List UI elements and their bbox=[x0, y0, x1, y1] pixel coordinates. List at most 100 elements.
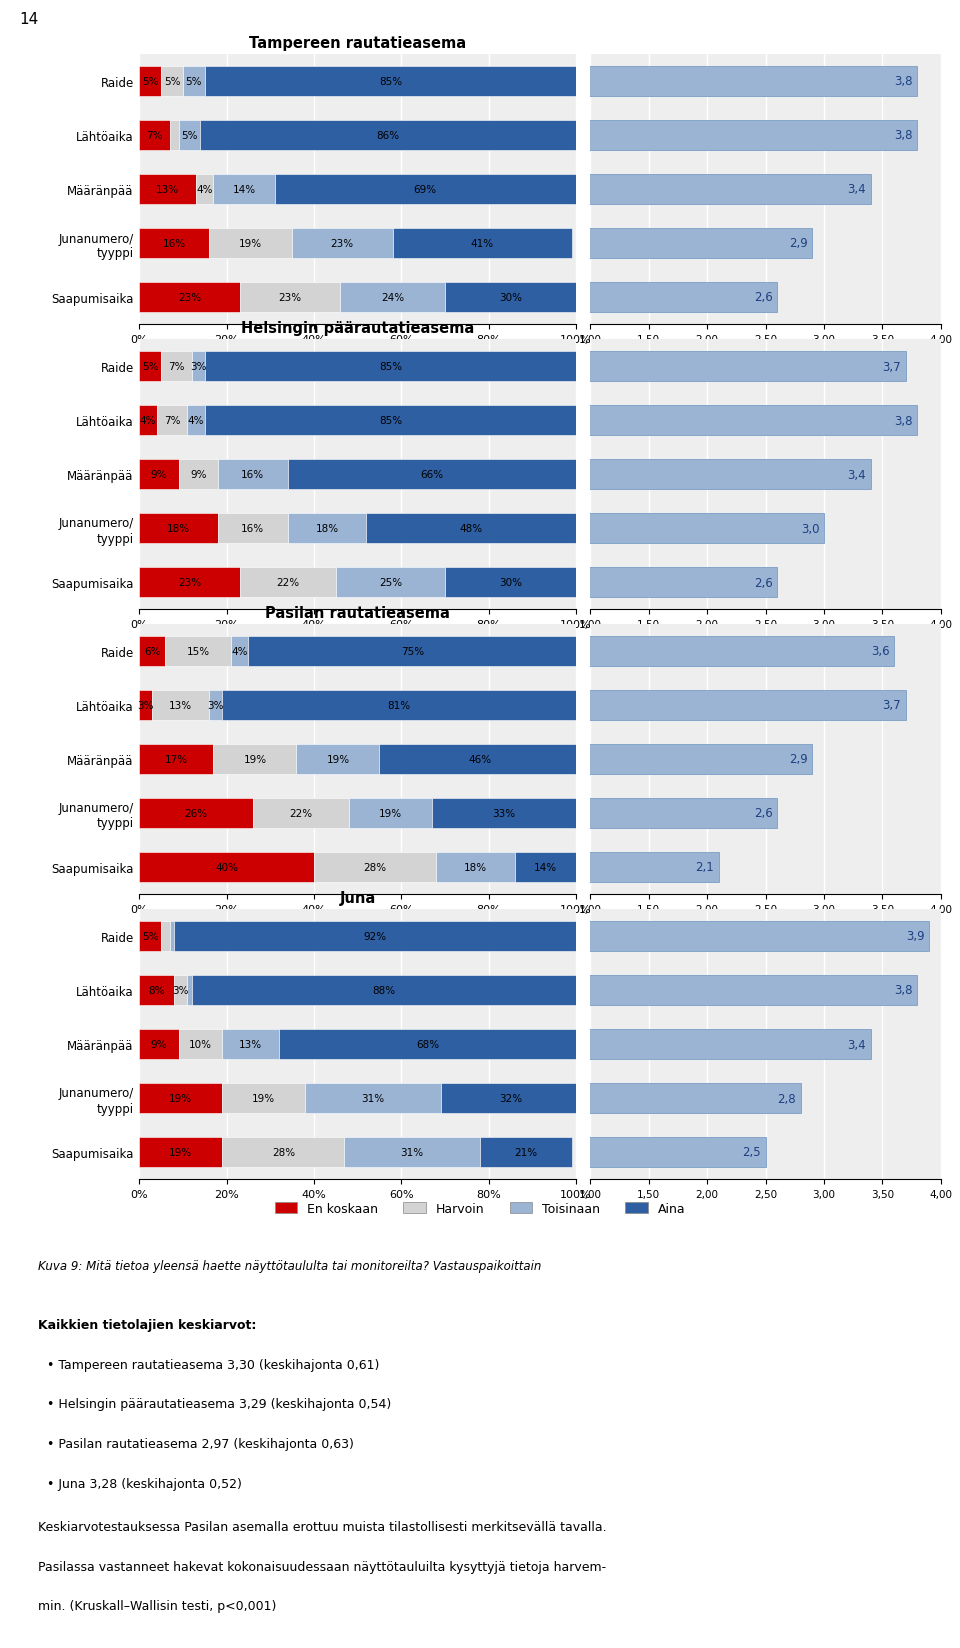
Bar bbox=[153, 691, 209, 720]
Bar bbox=[473, 460, 871, 489]
Text: 3,0: 3,0 bbox=[801, 522, 819, 536]
Text: 3%: 3% bbox=[207, 700, 224, 710]
Bar bbox=[473, 514, 824, 544]
Text: 2,6: 2,6 bbox=[754, 808, 773, 821]
Bar bbox=[139, 745, 213, 775]
Bar bbox=[139, 514, 218, 544]
Bar bbox=[379, 745, 581, 775]
Text: 5%: 5% bbox=[185, 77, 202, 87]
Bar bbox=[139, 175, 196, 204]
Text: 66%: 66% bbox=[420, 470, 444, 480]
Text: 23%: 23% bbox=[278, 293, 301, 303]
Text: 14%: 14% bbox=[534, 862, 557, 872]
Bar bbox=[473, 229, 812, 259]
Bar bbox=[174, 976, 187, 1005]
Bar bbox=[139, 405, 156, 435]
Bar bbox=[204, 405, 576, 435]
Bar bbox=[249, 636, 576, 666]
Bar bbox=[473, 921, 929, 951]
Bar bbox=[204, 68, 576, 97]
Bar bbox=[139, 283, 240, 313]
Bar bbox=[515, 852, 576, 882]
Bar bbox=[445, 283, 576, 313]
Bar bbox=[473, 691, 906, 720]
Bar bbox=[473, 976, 918, 1005]
Text: 7%: 7% bbox=[168, 363, 184, 372]
Text: 3,7: 3,7 bbox=[882, 699, 901, 712]
Text: 9%: 9% bbox=[151, 1040, 167, 1050]
Bar bbox=[441, 1083, 581, 1112]
Text: 81%: 81% bbox=[388, 700, 411, 710]
Bar bbox=[222, 1137, 345, 1167]
Text: 31%: 31% bbox=[400, 1147, 423, 1157]
Text: 24%: 24% bbox=[381, 293, 404, 303]
Bar bbox=[367, 514, 576, 544]
Text: 31%: 31% bbox=[361, 1093, 384, 1103]
Text: 4%: 4% bbox=[140, 415, 156, 425]
Text: 3,8: 3,8 bbox=[895, 984, 913, 997]
Text: 16%: 16% bbox=[162, 239, 185, 249]
Text: • Pasilan rautatieasema 2,97 (keskihajonta 0,63): • Pasilan rautatieasema 2,97 (keskihajon… bbox=[47, 1437, 354, 1450]
Bar bbox=[209, 691, 222, 720]
Bar bbox=[473, 405, 918, 435]
Bar bbox=[170, 120, 179, 150]
Text: 3,8: 3,8 bbox=[895, 130, 913, 142]
Text: 4%: 4% bbox=[188, 415, 204, 425]
Text: 30%: 30% bbox=[499, 293, 522, 303]
Text: 13%: 13% bbox=[169, 700, 192, 710]
Bar bbox=[192, 976, 576, 1005]
Text: 6%: 6% bbox=[144, 646, 160, 656]
Text: 19%: 19% bbox=[169, 1147, 192, 1157]
Bar bbox=[139, 569, 240, 598]
Text: 3,7: 3,7 bbox=[882, 361, 901, 374]
Bar bbox=[179, 460, 218, 489]
Text: 3,6: 3,6 bbox=[871, 644, 889, 658]
Bar bbox=[139, 852, 314, 882]
Bar bbox=[473, 799, 778, 829]
Text: Keskiarvotestauksessa Pasilan asemalla erottuu muista tilastollisesti merkitsevä: Keskiarvotestauksessa Pasilan asemalla e… bbox=[38, 1519, 607, 1533]
Bar bbox=[432, 799, 576, 829]
Text: 40%: 40% bbox=[215, 862, 238, 872]
Bar bbox=[209, 229, 292, 259]
Text: 92%: 92% bbox=[364, 931, 387, 941]
Bar bbox=[231, 636, 249, 666]
Legend: En koskaan, Harvoin, Toisinaan, Aina: En koskaan, Harvoin, Toisinaan, Aina bbox=[275, 1203, 685, 1215]
Text: 4%: 4% bbox=[197, 185, 213, 194]
Title: Tampereen rautatieasema: Tampereen rautatieasema bbox=[249, 36, 467, 51]
Bar bbox=[473, 175, 871, 204]
Text: 3,4: 3,4 bbox=[848, 468, 866, 481]
Text: 19%: 19% bbox=[326, 755, 349, 765]
Bar bbox=[473, 1083, 801, 1112]
Text: 23%: 23% bbox=[331, 239, 354, 249]
Bar bbox=[139, 1030, 179, 1060]
Text: 18%: 18% bbox=[167, 524, 190, 534]
Bar bbox=[179, 1030, 222, 1060]
Bar bbox=[473, 1030, 871, 1060]
Text: 14: 14 bbox=[19, 12, 38, 26]
Bar bbox=[436, 852, 515, 882]
Text: 22%: 22% bbox=[276, 578, 300, 588]
Bar bbox=[196, 175, 213, 204]
Text: 18%: 18% bbox=[464, 862, 487, 872]
Text: 4%: 4% bbox=[231, 646, 248, 656]
Bar bbox=[393, 229, 571, 259]
Bar bbox=[222, 691, 576, 720]
Text: 19%: 19% bbox=[244, 755, 267, 765]
Text: 2,9: 2,9 bbox=[789, 237, 807, 250]
Text: 3,4: 3,4 bbox=[848, 1038, 866, 1051]
Text: • Juna 3,28 (keskihajonta 0,52): • Juna 3,28 (keskihajonta 0,52) bbox=[47, 1477, 242, 1490]
Bar bbox=[139, 229, 209, 259]
Text: 3%: 3% bbox=[173, 986, 189, 995]
Bar bbox=[161, 353, 192, 382]
Bar bbox=[139, 353, 161, 382]
Bar bbox=[218, 460, 288, 489]
Text: 10%: 10% bbox=[189, 1040, 212, 1050]
Text: Kaikkien tietolajien keskiarvot:: Kaikkien tietolajien keskiarvot: bbox=[38, 1318, 256, 1332]
Bar bbox=[473, 745, 812, 775]
Bar bbox=[288, 514, 367, 544]
Text: 5%: 5% bbox=[142, 363, 158, 372]
Text: 2,6: 2,6 bbox=[754, 577, 773, 588]
Bar bbox=[170, 921, 174, 951]
Text: 3,9: 3,9 bbox=[906, 929, 924, 943]
Text: 23%: 23% bbox=[178, 293, 201, 303]
